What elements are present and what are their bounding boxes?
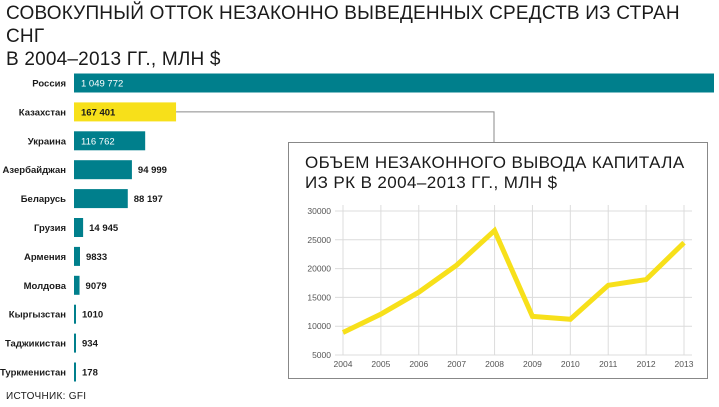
value-label-10: 178 (82, 368, 98, 379)
chart-title-line-2: В 2004–2013 ГГ., МЛН $ (6, 49, 221, 70)
y-tick-label-3: 20000 (307, 264, 331, 274)
bar-4 (74, 189, 128, 209)
bar-7 (74, 275, 80, 295)
y-tick-label-5: 30000 (307, 206, 331, 216)
x-tick-label-6: 2010 (561, 359, 580, 369)
category-label-2: Украина (28, 136, 67, 147)
category-label-6: Армения (24, 252, 66, 263)
value-label-9: 934 (82, 339, 99, 350)
x-tick-label-3: 2007 (447, 359, 466, 369)
bar-9 (74, 333, 76, 353)
value-label-3: 94 999 (138, 165, 167, 176)
x-tick-label-7: 2011 (599, 359, 618, 369)
category-label-3: Азербайджан (3, 165, 67, 176)
bar-0 (74, 73, 714, 93)
x-tick-label-4: 2008 (485, 359, 504, 369)
value-label-6: 9833 (86, 252, 107, 263)
chart-title: СОВОКУПНЫЙ ОТТОК НЕЗАКОННО ВЫВЕДЕННЫХ СР… (6, 2, 706, 71)
bar-8 (74, 304, 76, 324)
y-tick-label-4: 25000 (307, 235, 331, 245)
y-tick-label-0: 5000 (312, 350, 331, 360)
value-label-2: 116 762 (81, 136, 115, 147)
series-line-kazakhstan (341, 226, 686, 335)
category-label-4: Беларусь (21, 194, 66, 205)
source-note: ИСТОЧНИК: GFI (6, 391, 87, 402)
x-tick-label-0: 2004 (334, 359, 353, 369)
value-label-8: 1010 (82, 310, 103, 321)
bar-5 (74, 218, 84, 237)
line-chart: 5000 10000 15000 20000 25000 30000 2004 2005 200… (307, 205, 694, 369)
category-label-9: Таджикистан (5, 339, 66, 350)
y-tick-label-2: 15000 (307, 292, 331, 302)
x-tick-label-5: 2009 (523, 359, 542, 369)
bar-6 (74, 246, 80, 266)
x-tick-label-8: 2012 (637, 359, 656, 369)
value-label-7: 9079 (86, 281, 107, 292)
value-label-1: 167 401 (81, 107, 116, 118)
inset-title: ОБЪЕМ НЕЗАКОННОГО ВЫВОДА КАПИТАЛА ИЗ РК … (305, 153, 700, 193)
category-label-5: Грузия (34, 223, 66, 234)
bar-1 (74, 102, 177, 122)
bar-2 (74, 131, 146, 151)
category-label-0: Россия (32, 79, 66, 90)
category-label-10: Туркменистан (0, 368, 66, 379)
x-tick-label-2: 2006 (409, 359, 428, 369)
bar-3 (74, 160, 132, 180)
y-tick-label-1: 10000 (307, 321, 331, 331)
connector-line (176, 111, 495, 142)
category-label-1: Казахстан (19, 107, 66, 118)
value-label-0: 1 049 772 (81, 79, 123, 90)
x-tick-label-9: 2013 (675, 359, 694, 369)
x-tick-label-1: 2005 (371, 359, 390, 369)
inset-title-line-2: ИЗ РК В 2004–2013 ГГ., МЛН $ (305, 173, 558, 192)
category-label-8: Кыргызстан (9, 310, 66, 321)
value-label-5: 14 945 (89, 223, 119, 234)
bar-10 (74, 362, 76, 382)
inset-title-line-1: ОБЪЕМ НЕЗАКОННОГО ВЫВОДА КАПИТАЛА (305, 153, 685, 172)
value-label-4: 88 197 (134, 194, 163, 205)
chart-title-line-1: СОВОКУПНЫЙ ОТТОК НЕЗАКОННО ВЫВЕДЕННЫХ СР… (6, 3, 680, 47)
kazakhstan-inset-panel: ОБЪЕМ НЕЗАКОННОГО ВЫВОДА КАПИТАЛА ИЗ РК … (288, 142, 708, 379)
category-label-7: Молдова (24, 281, 67, 292)
